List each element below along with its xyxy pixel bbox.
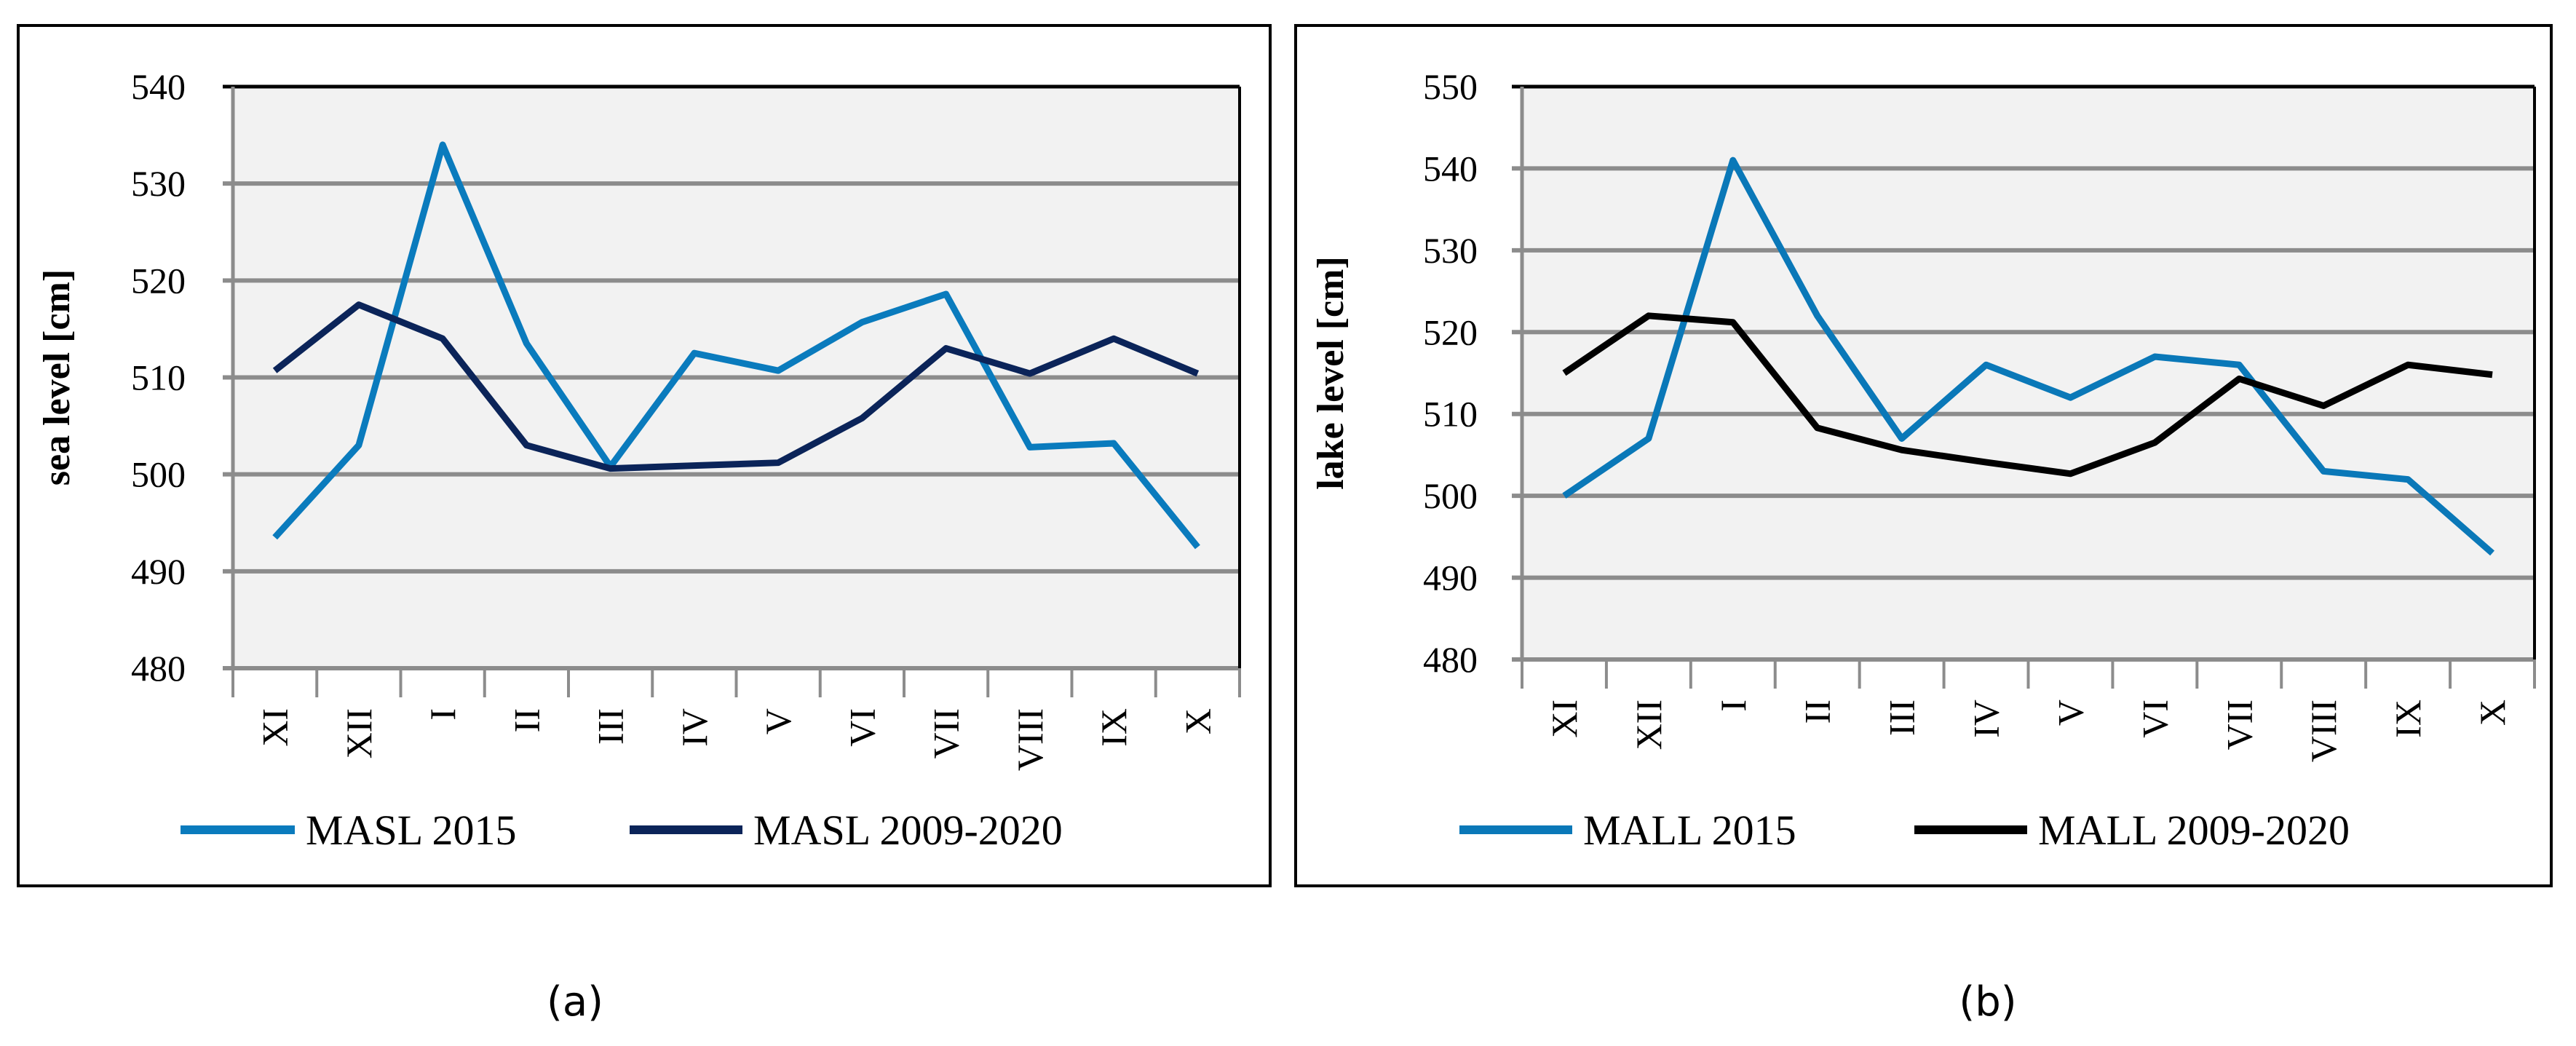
y-tick-label: 500 <box>131 454 186 495</box>
y-tick-label: 480 <box>131 648 186 689</box>
x-tick-label: VI <box>841 708 882 747</box>
y-tick-label: 550 <box>1423 66 1478 107</box>
x-tick-label: VIII <box>2303 700 2344 762</box>
x-tick-label: IV <box>1966 700 2007 738</box>
y-axis-label: lake level [cm] <box>1310 256 1352 490</box>
y-tick-label: 510 <box>1423 394 1478 435</box>
series-line-1 <box>272 301 1200 472</box>
series-line-0 <box>272 141 1200 550</box>
x-tick-label: III <box>590 708 631 745</box>
x-tick-label: X <box>2472 700 2513 726</box>
x-tick-label: I <box>422 708 463 721</box>
y-tick-label: 540 <box>1423 148 1478 189</box>
y-tick-label: 540 <box>131 66 186 107</box>
y-tick-label: 510 <box>131 357 186 398</box>
x-tick-label: VII <box>926 708 967 758</box>
y-tick-label: 490 <box>131 551 186 592</box>
series-line-1 <box>1562 312 2493 478</box>
x-tick-label: VI <box>2134 700 2175 738</box>
x-tick-label: XII <box>1628 700 1669 750</box>
y-tick-label: 520 <box>1423 312 1478 352</box>
y-tick-label: 530 <box>131 163 186 204</box>
x-tick-label: IX <box>2387 700 2428 738</box>
y-tick-label: 500 <box>1423 475 1478 516</box>
plot-area <box>1522 87 2535 659</box>
y-tick-label: 480 <box>1423 639 1478 680</box>
x-tick-label: II <box>506 708 547 732</box>
x-tick-label: V <box>2050 700 2090 726</box>
x-tick-label: IX <box>1093 708 1134 747</box>
legend-label: MALL 2015 <box>1583 807 1796 854</box>
panel-caption: (b) <box>1959 978 2016 1026</box>
series-line-0 <box>1562 156 2495 556</box>
x-tick-label: IV <box>674 708 715 747</box>
x-tick-label: III <box>1882 700 1922 736</box>
y-axis-label: sea level [cm] <box>36 269 78 486</box>
x-tick-label: XI <box>255 708 296 747</box>
x-tick-label: X <box>1177 708 1218 734</box>
y-tick-label: 520 <box>131 260 186 301</box>
y-tick-label: 530 <box>1423 230 1478 271</box>
x-tick-label: VIII <box>1010 708 1050 771</box>
x-tick-label: XI <box>1544 700 1585 738</box>
x-tick-label: II <box>1797 700 1838 724</box>
x-tick-label: XII <box>338 708 379 758</box>
legend-label: MASL 2015 <box>306 807 517 854</box>
x-tick-label: VII <box>2219 700 2259 750</box>
legend-label: MASL 2009-2020 <box>753 807 1063 854</box>
x-tick-label: V <box>758 708 798 734</box>
y-tick-label: 490 <box>1423 558 1478 598</box>
x-tick-label: I <box>1713 700 1753 712</box>
panel-caption: (a) <box>547 978 603 1026</box>
legend-label: MALL 2009-2020 <box>2038 807 2350 854</box>
